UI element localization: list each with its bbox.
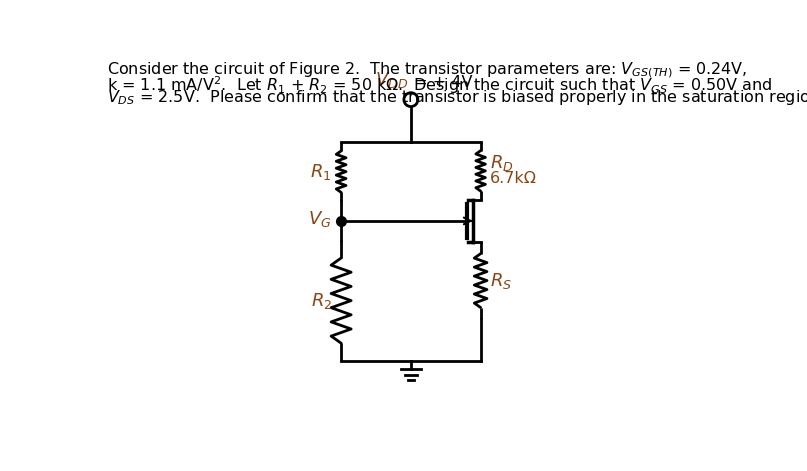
Text: $V_G$: $V_G$ [308, 209, 332, 229]
Text: k = 1.1 mA/V$^2$.  Let $R_1$ + $R_2$ = 50 k$\Omega$.  Design the circuit such th: k = 1.1 mA/V$^2$. Let $R_1$ + $R_2$ = 50… [107, 74, 772, 96]
Text: $R_2$: $R_2$ [311, 291, 332, 310]
Text: = + 4V: = + 4V [409, 75, 473, 90]
Text: $R_S$: $R_S$ [490, 271, 512, 291]
Text: Consider the circuit of Figure 2.  The transistor parameters are: $V_{GS(TH)}$ =: Consider the circuit of Figure 2. The tr… [107, 60, 747, 80]
Text: $V_{DD}$: $V_{DD}$ [375, 70, 408, 90]
Text: $R_D$: $R_D$ [490, 153, 513, 173]
Text: 6.7kΩ: 6.7kΩ [490, 171, 537, 186]
Text: $R_1$: $R_1$ [311, 162, 332, 182]
Text: $V_{DS}$ = 2.5V.  Please confirm that the transistor is biased properly in the s: $V_{DS}$ = 2.5V. Please confirm that the… [107, 88, 807, 107]
